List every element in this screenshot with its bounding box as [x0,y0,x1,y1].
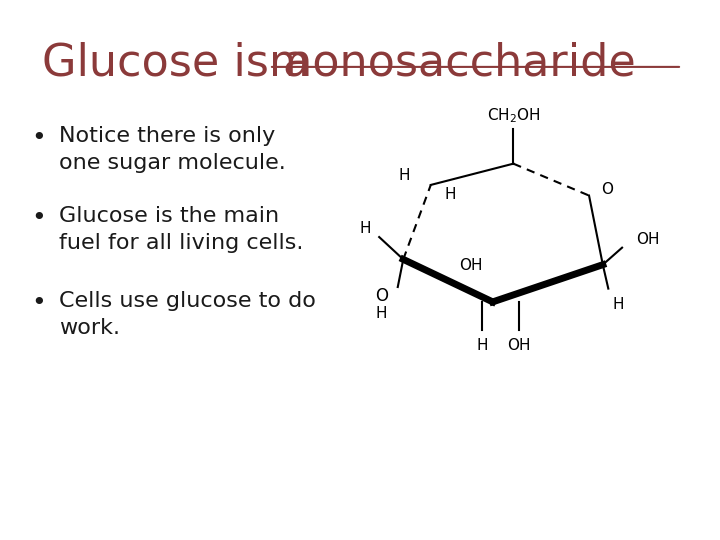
Text: H: H [612,296,624,312]
Text: Glucose is a: Glucose is a [42,42,324,84]
Text: H: H [360,221,372,236]
Text: monosaccharide: monosaccharide [269,42,636,84]
Text: Notice there is only
one sugar molecule.: Notice there is only one sugar molecule. [59,126,286,173]
Text: OH: OH [507,338,531,353]
Text: O: O [374,287,388,305]
Text: OH: OH [636,232,660,247]
Text: CH$_2$OH: CH$_2$OH [487,107,540,125]
Text: H: H [376,306,387,321]
Text: H: H [399,168,410,183]
Text: Cells use glucose to do
work.: Cells use glucose to do work. [59,291,316,338]
Text: •: • [32,126,47,151]
Text: •: • [32,206,47,230]
Text: O: O [601,181,613,197]
Text: Glucose is the main
fuel for all living cells.: Glucose is the main fuel for all living … [59,206,304,253]
Text: •: • [32,291,47,315]
Text: OH: OH [459,258,482,273]
Text: H: H [444,187,456,202]
Text: H: H [477,338,488,353]
